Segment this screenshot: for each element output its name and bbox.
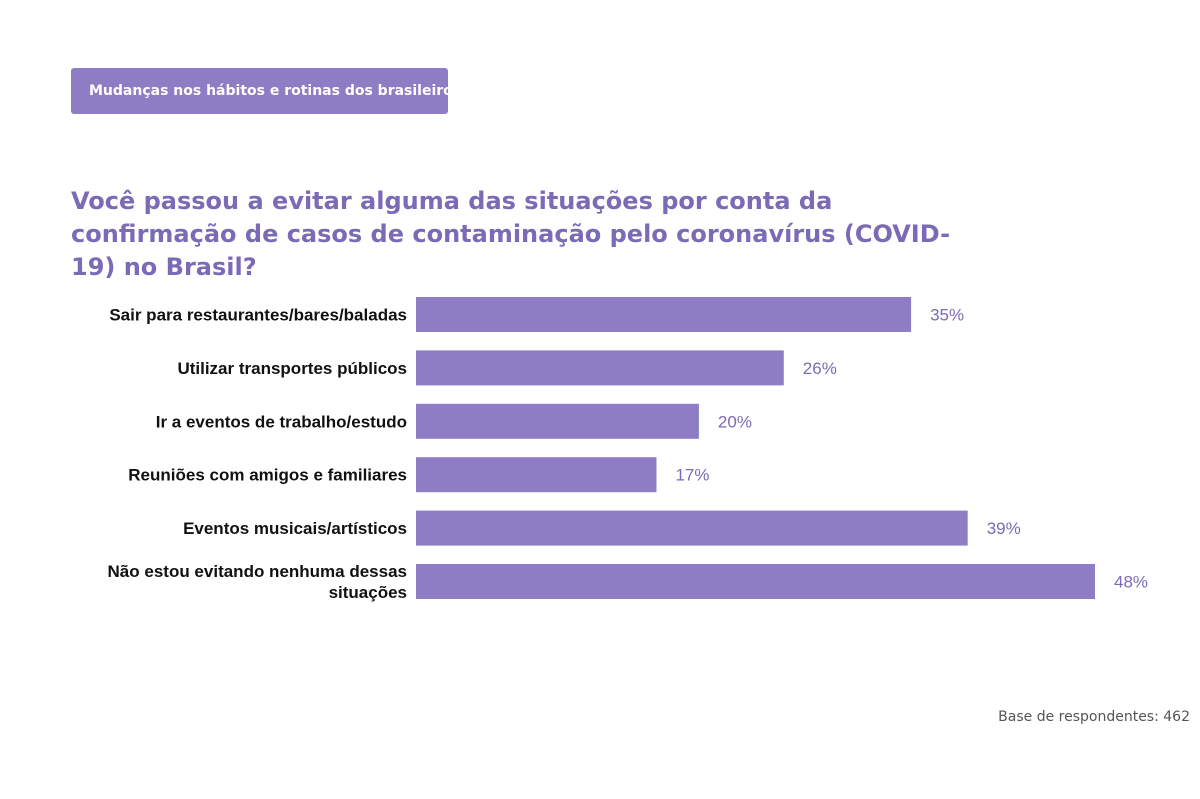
category-label: Utilizar transportes públicos bbox=[177, 359, 407, 378]
data-label: 35% bbox=[930, 306, 964, 325]
data-label: 17% bbox=[675, 466, 709, 485]
category-label: Sair para restaurantes/bares/baladas bbox=[109, 306, 407, 325]
bar bbox=[416, 457, 657, 493]
category-label: Não estou evitando nenhuma dessas situaçõ… bbox=[108, 562, 407, 602]
data-label: 48% bbox=[1114, 573, 1148, 592]
chart-title: Você passou a evitar alguma das situaçõe… bbox=[71, 187, 951, 281]
bar bbox=[416, 564, 1095, 599]
section-tag: Mudanças nos hábitos e rotinas dos brasi… bbox=[71, 68, 461, 114]
bar bbox=[416, 403, 699, 439]
data-label: 39% bbox=[987, 519, 1021, 538]
respondent-base: Base de respondentes: 462 bbox=[998, 709, 1190, 725]
bar bbox=[416, 350, 784, 386]
bar bbox=[416, 297, 912, 332]
bar bbox=[416, 510, 968, 546]
category-label: Eventos musicais/artísticos bbox=[183, 519, 407, 538]
data-label: 26% bbox=[803, 359, 837, 378]
category-label: Reuniões com amigos e familiares bbox=[128, 466, 407, 485]
data-label: 20% bbox=[718, 412, 752, 431]
category-label: Ir a eventos de trabalho/estudo bbox=[156, 412, 407, 431]
